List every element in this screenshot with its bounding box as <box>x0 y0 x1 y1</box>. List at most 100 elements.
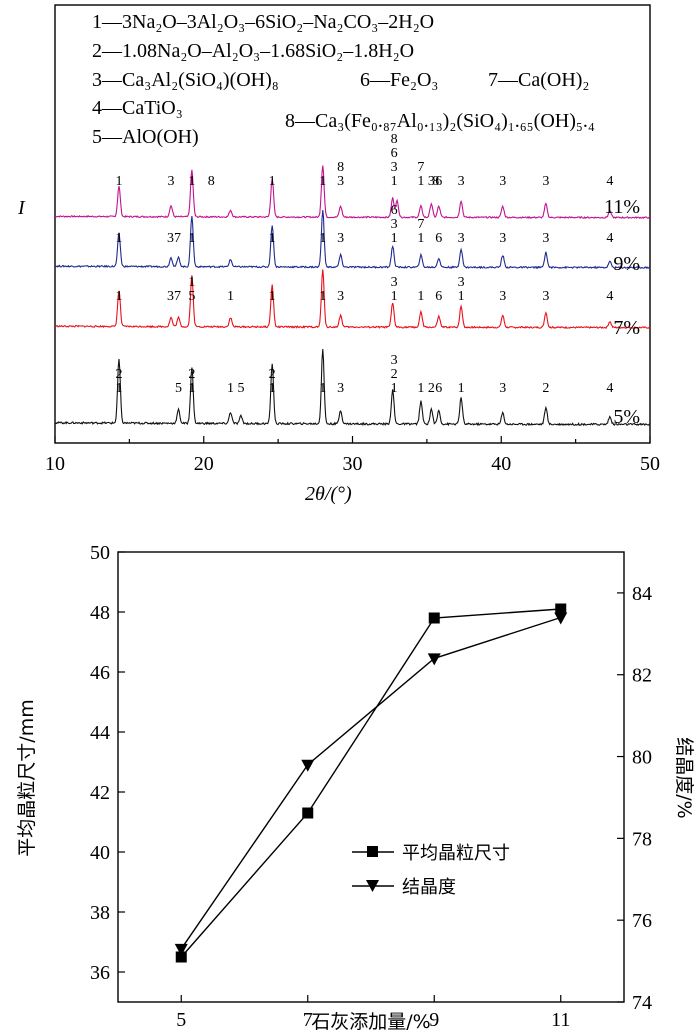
xrd-peak-label: 1 <box>269 381 276 396</box>
crystal-legend: 平均晶粒尺寸 结晶度 <box>352 843 510 898</box>
right-y-label: 结晶度/% <box>673 737 695 818</box>
xrd-legend: 1—3Na₂O–3Al₂O₃–6SiO₂–Na₂CO₃–2H₂O 2—1.08N… <box>92 11 595 148</box>
bottom-x-ticks: 5 7 9 11 <box>176 995 570 1031</box>
xrd-peak-label: 1 <box>269 289 276 304</box>
xrd-peak-label: 3 <box>499 381 506 396</box>
xrd-peak-label: 1 <box>115 381 122 396</box>
xrd-peak-label: 1 <box>269 231 276 246</box>
legend-square-marker <box>367 846 378 857</box>
xrd-peak-label: 1 <box>188 174 195 189</box>
xrd-peak-label: 3 <box>542 174 549 189</box>
right-y-tick-label: 82 <box>632 665 652 687</box>
xrd-x-tick-label: 30 <box>343 453 363 475</box>
xrd-pattern-5% <box>54 349 651 427</box>
xrd-peak-label: 3 <box>391 160 398 175</box>
bottom-x-tick-label: 5 <box>176 1009 186 1031</box>
crystal-plot-frame <box>117 551 625 1003</box>
xrd-peak-label: 3 <box>337 231 344 246</box>
triangle-marker <box>174 943 188 956</box>
right-y-tick-label: 74 <box>632 992 652 1014</box>
xrd-peak-label: 1 <box>417 231 424 246</box>
left-y-tick-label: 50 <box>90 542 110 564</box>
xrd-peak-label: 8 <box>337 160 344 175</box>
xrd-peak-label: 3 <box>499 289 506 304</box>
xrd-peak-label: 4 <box>606 289 613 304</box>
legend-line-6: 6—Fe₂O₃ <box>360 69 438 91</box>
triangle-marker <box>427 653 441 666</box>
right-y-tick-label: 76 <box>632 910 652 932</box>
xrd-peak-label: 4 <box>606 231 613 246</box>
xrd-peak-label: 4 <box>606 174 613 189</box>
crystal-series-group <box>174 603 568 963</box>
xrd-peak-label: 1 <box>188 231 195 246</box>
xrd-peak-label: 5 <box>237 381 244 396</box>
xrd-peak-label: 1 <box>391 174 398 189</box>
xrd-peak-label: 1 <box>458 289 465 304</box>
xrd-peak-label: 5 <box>188 289 195 304</box>
xrd-peak-label: 3 <box>337 289 344 304</box>
xrd-peak-label: 1 <box>115 174 122 189</box>
xrd-peak-label: 7 <box>417 160 424 175</box>
xrd-peak-label: 3 <box>428 174 435 189</box>
series-line-triangle-down <box>180 616 562 950</box>
xrd-peak-label: 37 <box>167 231 181 246</box>
xrd-peak-label: 1 <box>115 289 122 304</box>
xrd-peak-label: 1 <box>319 174 326 189</box>
xrd-peak-label: 3 <box>458 231 465 246</box>
xrd-peak-label: 8 <box>208 174 215 189</box>
xrd-peak-label: 1 <box>417 381 424 396</box>
xrd-peak-label: 6 <box>391 203 398 218</box>
xrd-series-label: 11% <box>604 196 640 218</box>
xrd-peak-label: 3 <box>337 381 344 396</box>
legend-triangle-marker <box>366 880 379 892</box>
legend-line-1: 1—3Na₂O–3Al₂O₃–6SiO₂–Na₂CO₃–2H₂O <box>92 11 434 33</box>
xrd-peak-label: 2 <box>428 381 435 396</box>
xrd-peak-label: 3 <box>542 231 549 246</box>
left-y-ticks: 36 38 40 42 44 46 48 50 <box>90 542 125 984</box>
xrd-pattern-11% <box>54 165 651 220</box>
bottom-x-tick-label: 11 <box>551 1009 570 1031</box>
legend-line-7: 7—Ca(OH)₂ <box>488 69 589 91</box>
xrd-peak-label: 1 <box>391 289 398 304</box>
xrd-peak-label: 6 <box>435 174 442 189</box>
bottom-x-tick-label: 7 <box>303 1009 313 1031</box>
xrd-peak-label: 1 <box>417 289 424 304</box>
right-y-tick-label: 84 <box>632 583 652 605</box>
xrd-peak-label: 5 <box>175 381 182 396</box>
xrd-x-tick-label: 10 <box>45 453 65 475</box>
xrd-x-ticks: 10 20 30 40 50 <box>45 436 660 475</box>
left-y-tick-label: 46 <box>90 662 110 684</box>
xrd-peak-label: 2 <box>188 367 195 382</box>
xrd-peak-label: 2 <box>542 381 549 396</box>
xrd-peak-label: 1 <box>391 231 398 246</box>
triangle-marker <box>554 612 568 625</box>
xrd-peak-label: 6 <box>435 231 442 246</box>
legend-label-size: 平均晶粒尺寸 <box>402 843 510 864</box>
xrd-peak-label: 1 <box>319 289 326 304</box>
xrd-peak-label: 2 <box>115 367 122 382</box>
xrd-x-label: 2θ/(°) <box>305 483 352 505</box>
xrd-peak-label: 1 <box>269 174 276 189</box>
xrd-peak-label: 1 <box>319 231 326 246</box>
xrd-chart: 1—3Na₂O–3Al₂O₃–6SiO₂–Na₂CO₃–2H₂O 2—1.08N… <box>17 4 660 505</box>
legend-line-4: 4—CaTiO₃ <box>92 97 183 119</box>
xrd-peak-label: 3 <box>337 174 344 189</box>
square-marker <box>175 951 187 963</box>
xrd-series-label: 5% <box>613 406 640 428</box>
legend-line-5: 5—AlO(OH) <box>92 126 199 148</box>
left-y-label: 平均晶粒尺寸/mm <box>16 699 38 856</box>
bottom-x-tick-label: 9 <box>429 1009 439 1031</box>
xrd-pattern-7% <box>54 269 651 330</box>
xrd-peak-label: 1 <box>391 381 398 396</box>
xrd-y-label: I <box>17 197 26 219</box>
xrd-peak-label: 3 <box>458 174 465 189</box>
xrd-peak-label: 1 <box>227 289 234 304</box>
xrd-peak-label: 1 <box>417 174 424 189</box>
xrd-x-tick-label: 40 <box>491 453 511 475</box>
xrd-peak-label: 1 <box>188 381 195 396</box>
square-marker <box>302 807 314 819</box>
xrd-peak-label: 1 <box>458 381 465 396</box>
left-y-tick-label: 44 <box>90 722 110 744</box>
left-y-tick-label: 40 <box>90 842 110 864</box>
